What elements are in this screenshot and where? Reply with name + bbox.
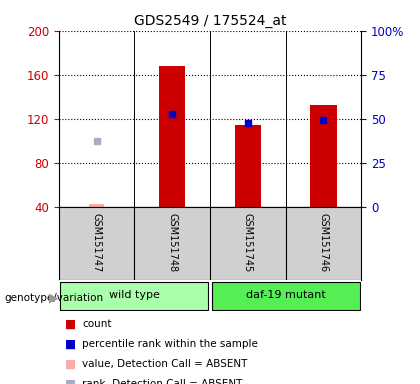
Text: ■: ■ xyxy=(65,358,76,371)
Text: genotype/variation: genotype/variation xyxy=(4,293,103,303)
Bar xyxy=(159,66,186,207)
Text: count: count xyxy=(82,319,111,329)
Text: ▶: ▶ xyxy=(49,291,58,304)
Text: ■: ■ xyxy=(65,338,76,351)
Bar xyxy=(234,124,261,207)
Text: rank, Detection Call = ABSENT: rank, Detection Call = ABSENT xyxy=(82,379,242,384)
Text: daf-19 mutant: daf-19 mutant xyxy=(246,290,326,300)
Bar xyxy=(60,282,208,310)
Text: ■: ■ xyxy=(65,378,76,384)
Text: wild type: wild type xyxy=(109,290,160,300)
Text: GSM151746: GSM151746 xyxy=(318,213,328,272)
Text: GSM151745: GSM151745 xyxy=(243,213,253,272)
Bar xyxy=(212,282,360,310)
Text: GSM151748: GSM151748 xyxy=(167,213,177,272)
Title: GDS2549 / 175524_at: GDS2549 / 175524_at xyxy=(134,14,286,28)
Bar xyxy=(310,105,336,207)
Text: percentile rank within the sample: percentile rank within the sample xyxy=(82,339,258,349)
Text: ■: ■ xyxy=(65,318,76,331)
Text: GSM151747: GSM151747 xyxy=(92,213,102,272)
Bar xyxy=(89,204,104,207)
Text: value, Detection Call = ABSENT: value, Detection Call = ABSENT xyxy=(82,359,247,369)
